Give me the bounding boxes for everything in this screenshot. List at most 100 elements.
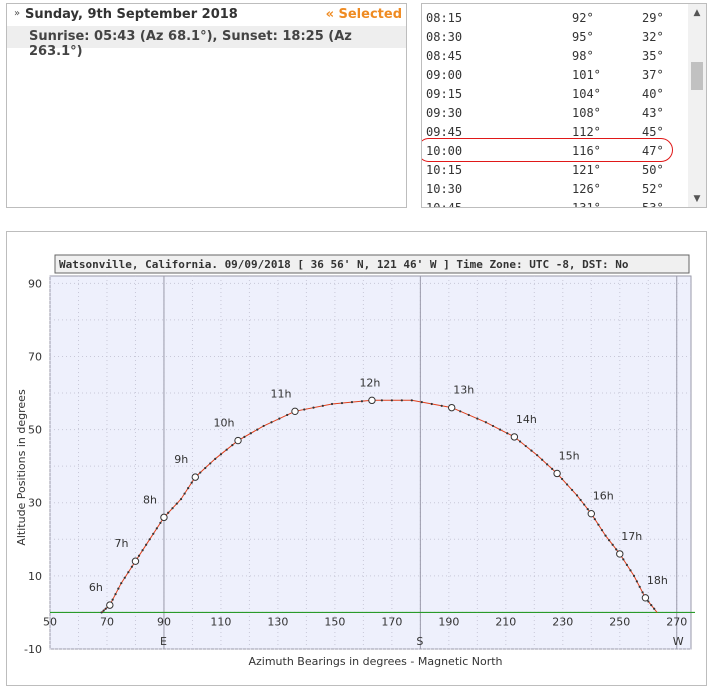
path-dot <box>123 576 126 579</box>
path-dot <box>187 486 190 490</box>
x-tick-label: 250 <box>609 615 630 628</box>
path-dot <box>459 410 462 413</box>
hour-label: 14h <box>516 413 537 426</box>
time-row[interactable]: 10:30 126° 52° <box>422 180 686 199</box>
azimuth-cell: 112° <box>572 125 601 139</box>
time-row[interactable]: 10:15 121° 50° <box>422 161 686 180</box>
path-dot <box>638 585 641 588</box>
time-row[interactable]: 08:30 95° 32° <box>422 28 686 47</box>
y-tick-label: 70 <box>28 350 42 363</box>
time-cell: 09:15 <box>426 87 463 101</box>
path-dot <box>256 428 259 431</box>
hour-marker <box>106 601 114 609</box>
x-tick-label: 270 <box>666 615 687 628</box>
sun-position-table[interactable]: 08:15 92° 29° 08:30 95° 32° 08:45 98° 35° 09:00 10… <box>421 3 707 208</box>
time-row[interactable]: 08:15 92° 29° <box>422 9 686 28</box>
time-row[interactable]: 10:00 116° 47° <box>422 138 686 162</box>
y-tick-label: -10 <box>24 643 42 656</box>
azimuth-cell: 108° <box>572 106 601 120</box>
path-dot <box>653 607 656 610</box>
sunrise-sunset-text: Sunrise: 05:43 (Az 68.1°), Sunset: 18:25… <box>29 29 352 59</box>
path-dot <box>167 511 170 514</box>
path-dot <box>650 604 653 607</box>
path-dot <box>604 534 607 537</box>
path-dot <box>127 571 130 574</box>
path-dot <box>175 502 178 505</box>
path-dot <box>420 401 423 404</box>
hour-label: 11h <box>271 387 292 400</box>
scroll-down-icon[interactable]: ▼ <box>693 193 701 204</box>
azimuth-cell: 92° <box>572 11 594 25</box>
altitude-cell: 32° <box>642 30 664 44</box>
hour-label: 8h <box>143 493 157 506</box>
sun-path-chart: 50 70 90 110 130 150 170 190 210 230 250 270 90 70 50 3… <box>6 231 707 686</box>
altitude-cell: 53° <box>642 201 664 208</box>
azimuth-cell: 131° <box>572 201 601 208</box>
path-dot <box>632 574 636 577</box>
hour-label: 16h <box>593 490 614 503</box>
path-dot <box>204 466 207 470</box>
azimuth-cell: 116° <box>572 144 601 158</box>
time-row[interactable]: 09:00 101° 37° <box>422 66 686 85</box>
highlight-ring <box>422 138 673 162</box>
path-dot <box>524 444 527 448</box>
scroll-up-icon[interactable]: ▲ <box>693 7 701 18</box>
time-cell: 10:30 <box>426 182 463 196</box>
time-row[interactable]: 10:45 131° 53° <box>422 199 686 208</box>
time-row[interactable]: 08:45 98° 35° <box>422 47 686 66</box>
path-dot <box>625 563 629 566</box>
path-dot <box>330 402 334 406</box>
hour-marker <box>234 436 242 445</box>
path-dot <box>593 518 596 521</box>
sunrise-sunset-row: Sunrise: 05:43 (Az 68.1°), Sunset: 18:25… <box>7 26 406 59</box>
time-cell: 10:15 <box>426 163 463 177</box>
path-dot <box>141 549 144 552</box>
path-dot <box>278 417 281 420</box>
path-dot <box>611 543 614 546</box>
selected-date[interactable]: Sunday, 9th September 2018 <box>25 7 238 22</box>
path-dot <box>586 508 589 511</box>
path-dot <box>145 543 148 546</box>
path-dot <box>159 521 162 524</box>
path-dot <box>102 609 105 612</box>
altitude-cell: 40° <box>642 87 664 101</box>
scroll-thumb[interactable] <box>691 62 703 90</box>
path-dot <box>350 401 354 404</box>
path-dot <box>506 432 509 435</box>
path-dot <box>499 428 502 431</box>
altitude-cell: 43° <box>642 106 664 120</box>
azimuth-cell: 101° <box>572 68 601 82</box>
azimuth-cell: 121° <box>572 163 601 177</box>
path-dot <box>114 593 117 596</box>
path-dot <box>565 483 569 486</box>
azimuth-cell: 104° <box>572 87 601 101</box>
x-tick-label: 190 <box>438 615 459 628</box>
time-rows: 08:15 92° 29° 08:30 95° 32° 08:45 98° 35° 09:00 10… <box>422 9 686 208</box>
expand-icon[interactable]: » <box>14 8 21 19</box>
path-dot <box>390 399 393 402</box>
altitude-cell: 47° <box>642 144 664 158</box>
path-dot <box>340 401 344 405</box>
x-tick-label: 170 <box>381 615 402 628</box>
plot-area <box>49 275 692 650</box>
hour-label: 7h <box>114 537 128 550</box>
path-dot <box>635 580 638 583</box>
time-row[interactable]: 09:30 108° 43° <box>422 104 686 123</box>
path-dot <box>536 454 539 457</box>
hour-marker <box>641 594 650 602</box>
time-row[interactable]: 09:15 104° 40° <box>422 85 686 104</box>
scrollbar[interactable]: ▲ ▼ <box>688 4 706 207</box>
path-dot <box>225 448 228 451</box>
time-cell: 10:00 <box>426 144 463 158</box>
path-dot <box>104 607 107 610</box>
azimuth-cell: 98° <box>572 49 594 63</box>
path-dot <box>190 481 193 484</box>
x-tick-label: 110 <box>210 615 231 628</box>
altitude-cell: 45° <box>642 125 664 139</box>
time-row[interactable]: 09:45 112° 45° <box>422 123 686 142</box>
date-row[interactable]: » Sunday, 9th September 2018 « Selected <box>7 4 406 26</box>
selected-label: « Selected <box>325 7 402 22</box>
path-dot <box>214 457 217 460</box>
time-cell: 09:45 <box>426 125 463 139</box>
path-dot <box>152 532 155 535</box>
